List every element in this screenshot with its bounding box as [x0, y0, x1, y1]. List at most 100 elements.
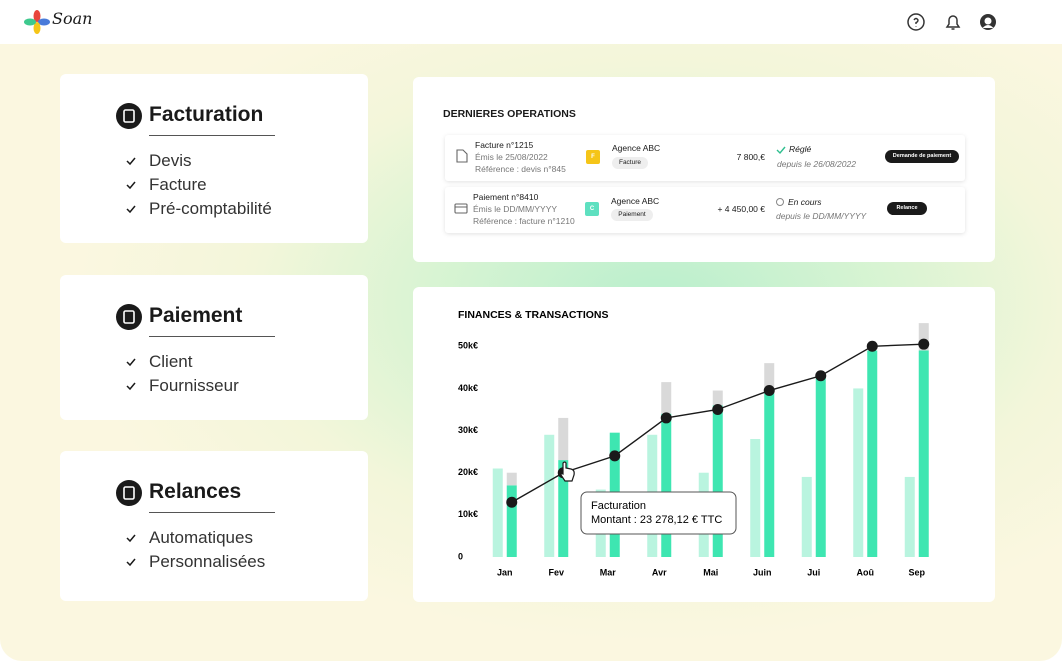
operation-amount: + 4 450,00 € — [717, 204, 765, 214]
y-tick-label: 0 — [458, 551, 463, 561]
operation-date: Émis le DD/MM/YYYY — [473, 204, 558, 214]
bar — [506, 485, 517, 557]
operation-status-date: depuis le DD/MM/YYYY — [776, 211, 867, 221]
client-badge: C — [585, 202, 599, 216]
feature-card: Facturation Devis Facture Pré-comptabilité — [60, 74, 368, 243]
feature-title: Relances — [149, 480, 242, 503]
operation-status: En cours — [788, 197, 822, 207]
line-point — [506, 496, 518, 508]
action-button[interactable]: Demande de paiement — [885, 150, 959, 163]
feature-item: Pré-comptabilité — [149, 199, 272, 218]
feature-item: Client — [149, 352, 193, 371]
feature-card: Relances Automatiques Personnalisées — [60, 451, 368, 601]
card-icon — [454, 203, 468, 214]
icon-glyph — [123, 310, 135, 324]
feature-item: Devis — [149, 151, 192, 170]
feature-title: Paiement — [149, 304, 243, 327]
icon-glyph — [123, 109, 135, 123]
stacked-bar — [918, 323, 929, 351]
line-point — [609, 450, 621, 462]
check — [126, 181, 136, 190]
feature-item: Facture — [149, 175, 207, 194]
line-point — [918, 338, 930, 350]
check-icon — [126, 181, 136, 190]
bar — [918, 350, 929, 557]
cursor-hand — [560, 461, 575, 482]
check — [126, 534, 136, 543]
stacked-bar — [558, 417, 569, 461]
operation-status: Réglé — [789, 144, 812, 154]
bar — [492, 468, 503, 557]
stacked-bar — [506, 472, 517, 486]
client-badge: F — [586, 150, 600, 164]
x-tick-label: Jui — [807, 567, 820, 577]
operation-reference: Référence : facture n°1210 — [473, 216, 575, 226]
operation-row[interactable] — [445, 187, 965, 233]
x-tick-label: Aoû — [857, 567, 875, 577]
x-tick-label: Fev — [548, 567, 564, 577]
operation-reference: Référence : devis n°845 — [475, 164, 566, 174]
bar — [904, 476, 915, 557]
operation-amount: 7 800,€ — [736, 152, 765, 162]
bell-icon[interactable] — [945, 15, 961, 30]
title-underline — [149, 135, 275, 136]
bar — [815, 375, 826, 557]
x-tick-label: Mai — [703, 567, 718, 577]
x-tick-label: Avr — [652, 567, 667, 577]
check — [126, 358, 136, 367]
bar — [867, 350, 878, 557]
finance-chart: FINANCES & TRANSACTIONS 0 10k€ 20k€ 30k€ 40k… — [413, 287, 995, 602]
operation-tag: Paiement — [611, 209, 653, 221]
stacked-bar — [712, 390, 723, 406]
feature-item: Fournisseur — [149, 376, 239, 395]
check-icon — [126, 157, 136, 166]
bar — [853, 388, 864, 557]
operation-document: Paiement n°8410 — [473, 192, 539, 202]
stacked-bar — [661, 382, 672, 414]
icon-circle — [116, 480, 142, 506]
check — [126, 558, 136, 567]
line-point — [660, 412, 672, 424]
chart-title: FINANCES & TRANSACTIONS — [458, 309, 609, 321]
doc-icon — [456, 149, 468, 163]
bar — [750, 439, 761, 557]
help-icon[interactable] — [907, 13, 925, 31]
check-icon — [126, 558, 136, 567]
operation-row[interactable] — [445, 135, 965, 181]
operation-document: Facture n°1215 — [475, 140, 534, 150]
feature-icon — [116, 480, 142, 506]
feature-title: Facturation — [149, 103, 264, 126]
feature-item: Automatiques — [149, 528, 253, 547]
bar — [801, 476, 812, 557]
icon-glyph — [123, 486, 135, 500]
feature-icon — [116, 103, 142, 129]
icon-circle — [116, 304, 142, 330]
operation-status-date: depuis le 26/08/2022 — [777, 159, 856, 169]
tooltip — [580, 491, 737, 535]
operation-tag: Facture — [612, 157, 648, 169]
y-tick-label: 50k€ — [458, 341, 478, 351]
y-tick-label: 30k€ — [458, 425, 478, 435]
pending-icon — [776, 198, 784, 206]
icon-circle — [116, 103, 142, 129]
operation-date: Émis le 25/08/2022 — [475, 152, 548, 162]
check-icon — [126, 358, 136, 367]
x-tick-label: Juin — [753, 567, 772, 577]
line-point — [712, 404, 724, 415]
logo-text: Soan — [52, 9, 93, 28]
x-tick-label: Sep — [908, 567, 925, 577]
title-underline — [149, 512, 275, 513]
stacked-bar — [764, 363, 775, 389]
logo-icon — [24, 10, 50, 34]
y-tick-label: 20k€ — [458, 467, 478, 477]
tooltip-text: Montant : 23 278,12 € TTC — [591, 514, 722, 526]
check-icon — [126, 534, 136, 543]
check-icon — [126, 205, 136, 214]
x-tick-label: Mar — [600, 567, 617, 577]
action-button[interactable]: Relance — [887, 202, 927, 215]
feature-item: Personnalisées — [149, 552, 266, 571]
header-icons — [907, 13, 996, 31]
operation-client: Agence ABC — [611, 196, 660, 206]
tooltip-title: Facturation — [591, 500, 646, 512]
check — [126, 205, 136, 214]
